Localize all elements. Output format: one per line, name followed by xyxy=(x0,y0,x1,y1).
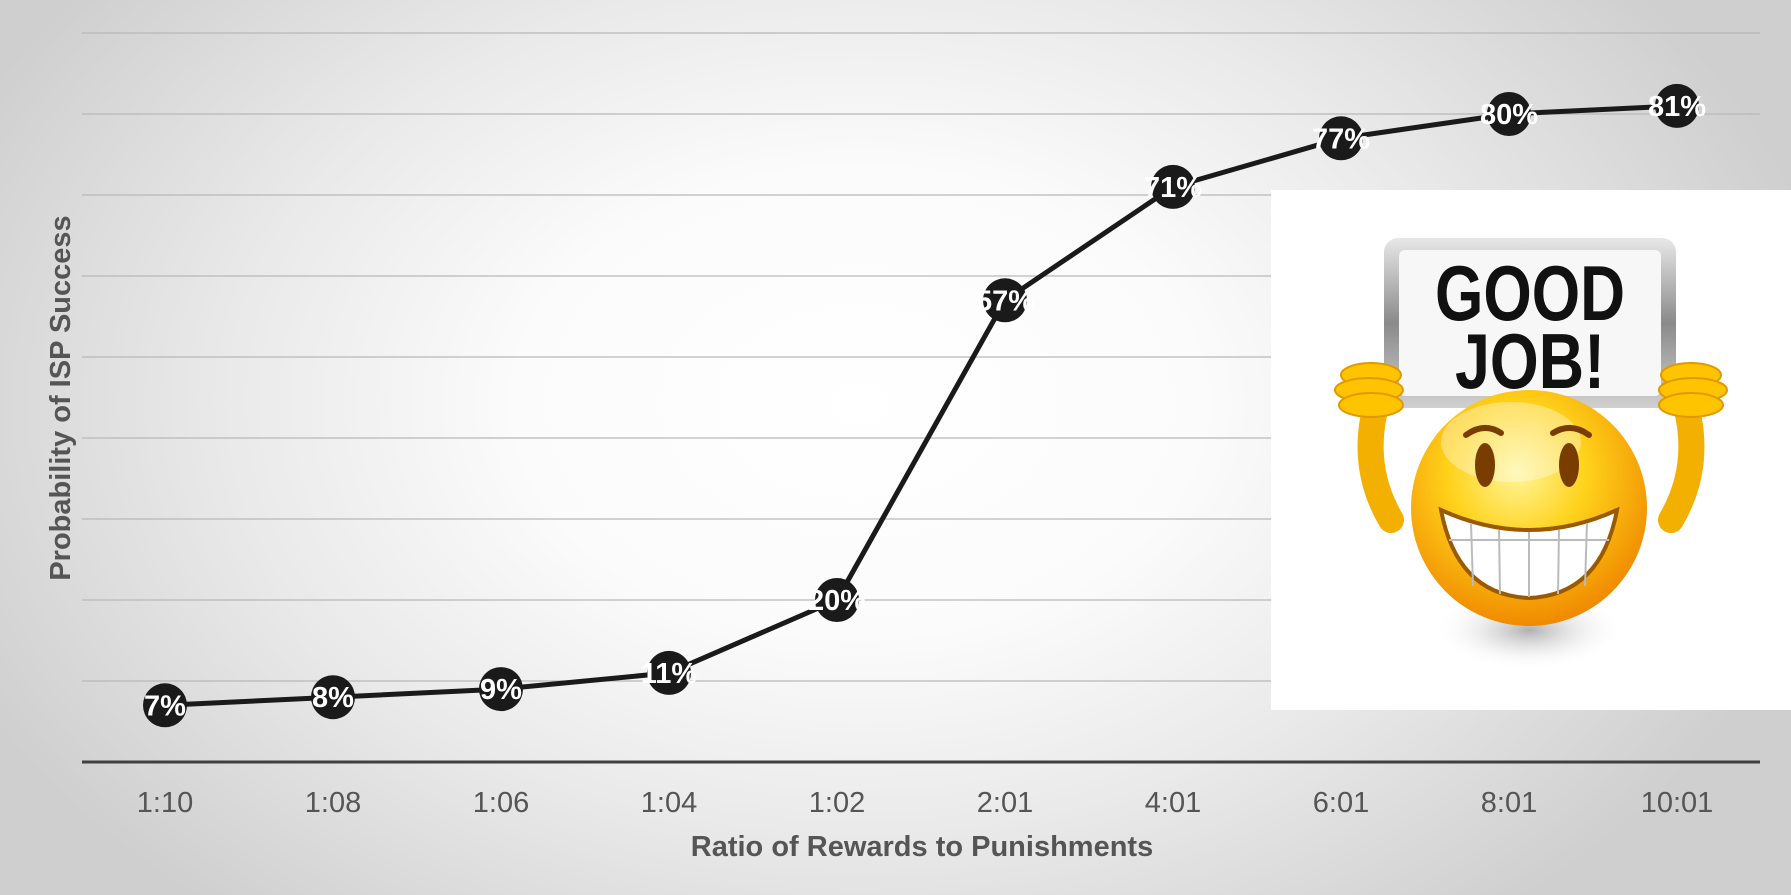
data-label: 7% xyxy=(144,690,186,722)
x-tick-label: 1:06 xyxy=(473,787,529,819)
data-point xyxy=(479,667,523,712)
x-tick-label: 1:04 xyxy=(641,787,697,819)
data-label: 8% xyxy=(312,682,354,714)
good-job-smiley-image: GOOD JOB! xyxy=(1271,190,1791,710)
data-point xyxy=(1655,83,1699,128)
x-tick-label: 1:02 xyxy=(809,787,865,819)
series-line xyxy=(164,103,1678,708)
data-label: 20% xyxy=(808,585,866,617)
data-point xyxy=(143,683,187,728)
x-tick-label: 10:01 xyxy=(1641,787,1714,819)
gridlines xyxy=(82,32,1760,682)
data-label: 11% xyxy=(641,658,698,690)
data-point xyxy=(1487,92,1531,136)
x-tick-labels: 1:10 1:08 1:06 1:04 1:02 2:01 4:01 6:01 8:01 10:0… xyxy=(137,787,1714,819)
y-axis-title: Probability of ISP Success xyxy=(45,215,77,580)
data-label: 9% xyxy=(480,674,522,706)
sign-line-1: GOOD xyxy=(1435,249,1625,337)
data-point xyxy=(647,650,691,695)
series-line-path xyxy=(164,103,1678,708)
x-tick-label: 1:08 xyxy=(305,787,361,819)
x-tick-label: 2:01 xyxy=(977,787,1033,819)
data-point xyxy=(1151,164,1195,209)
data-labels: 7% 8% 9% 11% 20% 57% 71% 77% 80% 81% xyxy=(144,91,1706,722)
x-axis-title: Ratio of Rewards to Punishments xyxy=(691,831,1153,863)
data-point xyxy=(815,578,859,622)
x-tick-label: 4:01 xyxy=(1145,787,1201,819)
data-label: 71% xyxy=(1144,172,1202,204)
data-point xyxy=(983,278,1027,323)
x-tick-label: 6:01 xyxy=(1313,787,1369,819)
data-point xyxy=(311,675,355,720)
data-label: 57% xyxy=(976,285,1034,317)
data-label: 77% xyxy=(1312,123,1370,155)
smiley-holding-sign-icon: GOOD JOB! xyxy=(1334,238,1728,670)
data-point xyxy=(1319,116,1363,161)
x-tick-label: 1:10 xyxy=(137,787,193,819)
x-tick-label: 8:01 xyxy=(1481,787,1537,819)
data-label: 81% xyxy=(1648,91,1706,123)
data-label: 80% xyxy=(1480,99,1538,131)
data-markers xyxy=(143,83,1699,728)
